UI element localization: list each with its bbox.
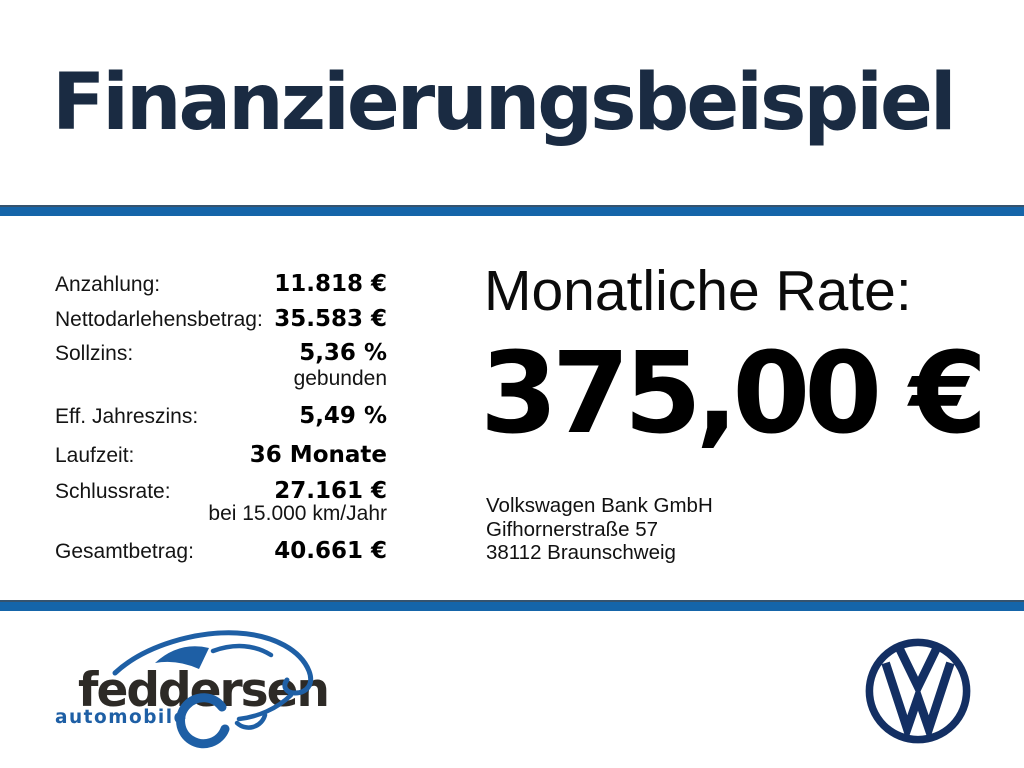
finance-label: Schlussrate:: [55, 480, 171, 503]
vw-logo-icon: [865, 638, 971, 744]
bank-city: 38112 Braunschweig: [486, 541, 676, 564]
finance-row: Eff. Jahreszins: 5,49 %: [55, 403, 387, 429]
bank-address: Volkswagen Bank GmbH Gifhornerstraße 57 …: [486, 494, 713, 565]
finance-value: 27.161 €: [274, 478, 387, 504]
page-title: Finanzierungsbeispiel: [52, 58, 957, 148]
finance-row: Schlussrate: 27.161 €: [55, 478, 387, 504]
finance-row: Sollzins: 5,36 %: [55, 340, 387, 366]
bank-name: Volkswagen Bank GmbH: [486, 494, 713, 517]
finance-label: Anzahlung:: [55, 273, 161, 296]
finance-label: Sollzins:: [55, 342, 134, 365]
finance-row: Laufzeit: 36 Monate: [55, 442, 387, 468]
finance-label: Laufzeit:: [55, 444, 135, 467]
finance-value: 5,49 %: [299, 403, 387, 429]
finance-value: 35.583 €: [274, 306, 387, 332]
monthly-rate-heading: Monatliche Rate:: [484, 259, 912, 323]
finance-value: 5,36 %: [299, 340, 387, 366]
finance-value: 40.661 €: [274, 538, 387, 564]
finance-row: Anzahlung: 11.818 €: [55, 271, 387, 297]
dealer-sub-text: automobile: [55, 707, 188, 728]
finance-note: bei 15.000 km/Jahr: [208, 502, 387, 525]
finance-row: Nettodarlehensbetrag: 35.583 €: [55, 306, 387, 332]
top-separator-bar: [0, 205, 1024, 216]
bank-street: Gifhornerstraße 57: [486, 517, 659, 541]
finance-row: Gesamtbetrag: 40.661 €: [55, 538, 387, 564]
finance-label: Gesamtbetrag:: [55, 540, 194, 563]
finance-label: Nettodarlehensbetrag:: [55, 308, 263, 331]
finance-note: gebunden: [293, 367, 387, 390]
finance-value: 11.818 €: [274, 271, 387, 297]
monthly-rate-amount: 375,00 €: [480, 329, 987, 459]
finance-value: 36 Monate: [249, 442, 387, 468]
bottom-separator-bar: [0, 600, 1024, 611]
finance-label: Eff. Jahreszins:: [55, 405, 199, 428]
